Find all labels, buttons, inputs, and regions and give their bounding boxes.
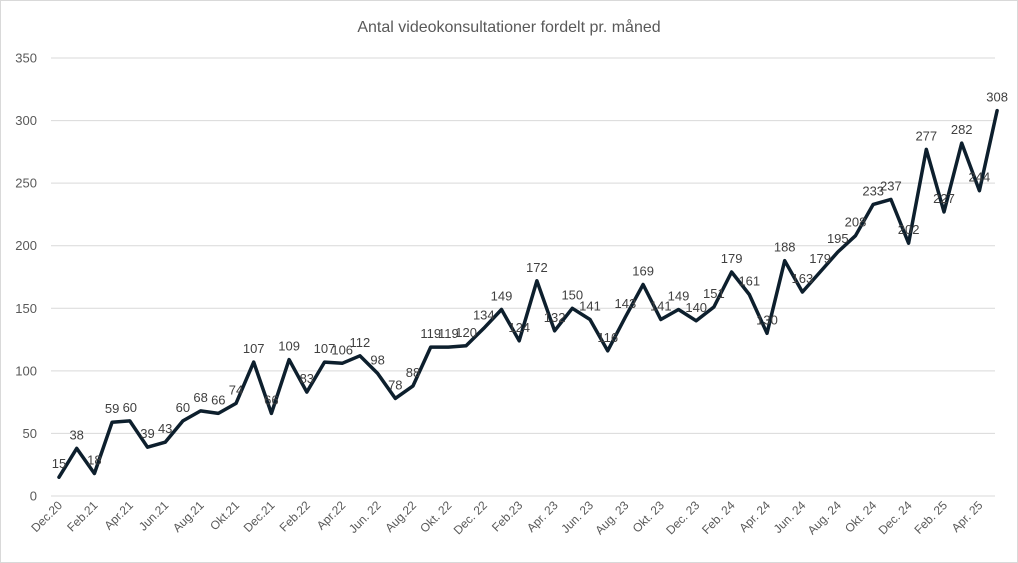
data-label: 98 (370, 352, 384, 367)
data-label: 202 (898, 222, 920, 237)
data-label: 109 (278, 339, 300, 354)
series-line (57, 108, 999, 479)
x-tick-label: Apr. 23 (524, 498, 561, 535)
data-label: 107 (314, 341, 336, 356)
data-label: 88 (406, 365, 420, 380)
data-label: 60 (123, 400, 137, 415)
x-tick-label: Aug.22 (382, 498, 419, 535)
data-label: 107 (243, 341, 265, 356)
data-label: 106 (331, 342, 353, 357)
x-tick-label: Feb. 25 (911, 498, 950, 537)
data-label: 120 (455, 325, 477, 340)
x-tick-label: Okt.21 (207, 498, 242, 533)
x-tick-label: Jun. 23 (558, 498, 596, 536)
y-tick-label: 300 (15, 113, 37, 128)
x-tick-label: Apr.22 (314, 498, 349, 533)
data-label: 68 (193, 390, 207, 405)
y-tick-label: 350 (15, 51, 37, 66)
x-tick-label: Dec. 24 (876, 498, 915, 537)
data-label: 169 (632, 264, 654, 279)
x-tick-label: Apr.21 (101, 498, 136, 533)
data-label: 163 (792, 271, 814, 286)
y-tick-label: 150 (15, 301, 37, 316)
data-label: 66 (264, 392, 278, 407)
data-label: 188 (774, 240, 796, 255)
y-tick-label: 0 (30, 489, 37, 504)
data-label: 60 (176, 400, 190, 415)
x-tick-label: Dec.20 (28, 498, 65, 535)
data-label: 150 (561, 287, 583, 302)
data-label: 141 (579, 299, 601, 314)
y-tick-label: 100 (15, 363, 37, 378)
x-tick-label: Dec. 22 (451, 498, 490, 537)
data-label: 134 (473, 307, 495, 322)
data-label: 119 (420, 326, 441, 341)
x-tick-label: Apr. 25 (949, 498, 986, 535)
x-tick-label: Jun. 22 (346, 498, 384, 536)
data-label: 43 (158, 421, 172, 436)
x-tick-label: Aug.21 (170, 498, 207, 535)
x-tick-label: Okt. 23 (630, 498, 667, 535)
data-label: 282 (951, 122, 973, 137)
data-label: 233 (862, 183, 884, 198)
data-label: 78 (388, 377, 402, 392)
x-tick-label: Apr. 24 (736, 498, 773, 535)
data-label: 179 (809, 251, 831, 266)
data-label: 83 (300, 371, 314, 386)
x-tick-label: Dec. 23 (663, 498, 702, 537)
data-label: 15 (52, 456, 66, 471)
x-tick-label: Feb.23 (489, 498, 526, 535)
data-label: 116 (597, 330, 618, 345)
y-axis-ticks: 0 50 100 150 200 250 300 350 (15, 51, 37, 504)
x-tick-label: Feb.22 (277, 498, 314, 535)
data-label: 151 (703, 286, 725, 301)
data-label: 195 (827, 231, 849, 246)
data-label: 141 (650, 299, 672, 314)
data-label: 244 (969, 170, 991, 185)
data-label: 18 (87, 452, 101, 467)
data-label: 74 (229, 382, 243, 397)
data-label: 132 (544, 310, 566, 325)
x-tick-label: Dec.21 (241, 498, 278, 535)
x-tick-label: Aug. 24 (805, 498, 844, 537)
x-tick-label: Okt. 22 (417, 498, 454, 535)
x-tick-label: Feb. 24 (699, 498, 738, 537)
x-tick-label: Jun. 24 (771, 498, 809, 536)
data-label: 130 (756, 312, 778, 327)
data-label: 66 (211, 392, 225, 407)
y-tick-label: 50 (23, 426, 37, 441)
x-tick-label: Jun.21 (136, 498, 172, 534)
data-label: 227 (933, 191, 955, 206)
data-label: 308 (986, 90, 1008, 105)
data-label: 124 (508, 320, 530, 335)
y-tick-label: 250 (15, 176, 37, 191)
data-label: 172 (526, 260, 548, 275)
data-label: 112 (350, 335, 371, 350)
data-label: 39 (140, 426, 154, 441)
gridlines (51, 57, 995, 497)
x-tick-label: Okt. 24 (842, 498, 879, 535)
data-label: 237 (880, 178, 902, 193)
data-label: 38 (69, 427, 83, 442)
chart-title: Antal videokonsultationer fordelt pr. må… (357, 18, 660, 36)
x-tick-label: Aug. 23 (592, 498, 631, 537)
data-label: 277 (915, 128, 937, 143)
data-label: 119 (438, 326, 459, 341)
x-tick-label: Feb.21 (64, 498, 101, 535)
data-label: 59 (105, 401, 119, 416)
y-tick-label: 200 (15, 238, 37, 253)
data-label: 161 (738, 274, 760, 289)
data-label: 179 (721, 251, 743, 266)
data-label: 208 (845, 215, 867, 230)
data-label: 149 (668, 289, 690, 304)
data-label: 140 (685, 300, 707, 315)
data-label: 149 (491, 289, 513, 304)
data-label: 143 (615, 296, 637, 311)
